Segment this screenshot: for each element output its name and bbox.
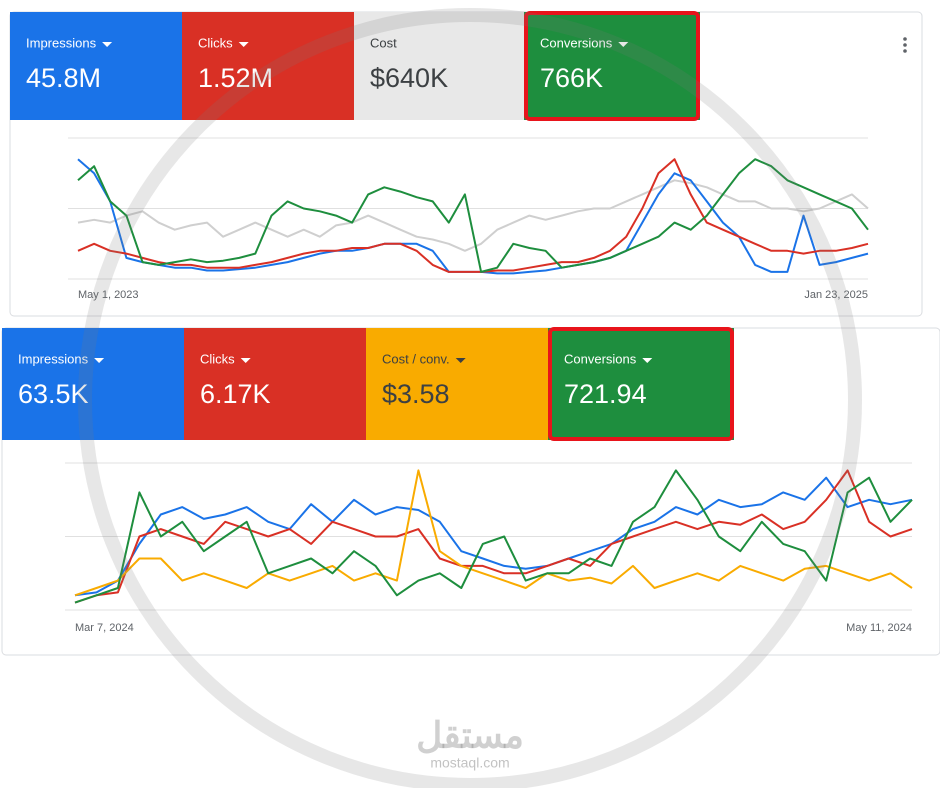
dropdown-arrow [642, 358, 653, 363]
tile-label: Clicks [200, 351, 235, 366]
tile-value: $640K [370, 63, 448, 93]
tile-background [548, 328, 734, 440]
tile-background [184, 328, 366, 440]
tile-value: 45.8M [26, 63, 101, 93]
metric-tile[interactable]: Cost / conv. $3.58 [366, 328, 548, 440]
tile-value: 721.94 [564, 379, 647, 409]
tile-label: Cost [370, 35, 397, 50]
dropdown-arrow [455, 358, 466, 363]
x-start-label: Mar 7, 2024 [75, 622, 134, 634]
tile-value: $3.58 [382, 379, 450, 409]
metric-tile[interactable]: Conversions 721.94 [548, 327, 734, 441]
x-start-label: May 1, 2023 [78, 289, 139, 301]
x-end-label: May 11, 2024 [846, 622, 912, 634]
metric-tile[interactable]: Conversions 766K [524, 11, 700, 121]
series-line [74, 469, 913, 604]
dropdown-arrow [238, 42, 249, 47]
metric-tile[interactable]: Clicks 1.52M [182, 12, 354, 120]
more-menu-dot[interactable] [903, 43, 907, 47]
tile-label: Cost / conv. [382, 351, 450, 366]
tile-background [10, 12, 182, 120]
dropdown-arrow [618, 42, 629, 47]
tile-background [524, 12, 700, 120]
series-line [77, 179, 869, 252]
tile-label: Conversions [564, 351, 637, 366]
more-menu-dot[interactable] [903, 49, 907, 53]
watermark-latin: mostaql.com [430, 755, 509, 771]
tile-label: Impressions [18, 351, 89, 366]
tile-background [2, 328, 184, 440]
tile-background [366, 328, 548, 440]
dropdown-arrow [102, 42, 113, 47]
tile-value: 1.52M [198, 63, 273, 93]
more-menu-dot[interactable] [903, 37, 907, 41]
metric-tile[interactable]: Impressions 45.8M [10, 12, 182, 120]
tile-value: 63.5K [18, 379, 89, 409]
tile-background [354, 12, 524, 120]
tile-label: Clicks [198, 35, 233, 50]
tile-label: Impressions [26, 35, 97, 50]
series-line [77, 158, 869, 273]
metric-tile[interactable]: Impressions 63.5K [2, 328, 184, 440]
dropdown-arrow [240, 358, 251, 363]
tile-value: 6.17K [200, 379, 271, 409]
series-line [77, 158, 869, 273]
watermark-ring [78, 8, 862, 792]
metric-tile[interactable]: Clicks 6.17K [184, 328, 366, 440]
tile-highlight [524, 11, 700, 121]
tile-value: 766K [540, 63, 603, 93]
metric-tile[interactable]: Cost $640K [354, 12, 524, 120]
dropdown-arrow [94, 358, 105, 363]
tile-label: Conversions [540, 35, 613, 50]
watermark-arabic: مستقل [416, 715, 524, 756]
series-line [74, 469, 913, 597]
series-line [74, 469, 913, 604]
series-line [74, 476, 913, 597]
tile-highlight [548, 327, 734, 441]
x-end-label: Jan 23, 2025 [804, 289, 868, 301]
tile-background [182, 12, 354, 120]
